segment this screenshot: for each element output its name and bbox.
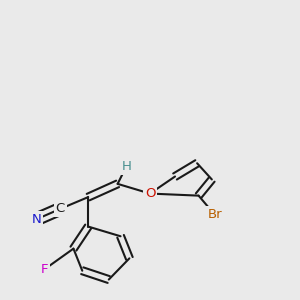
- Text: C: C: [56, 202, 65, 215]
- Text: F: F: [41, 263, 48, 276]
- Text: N: N: [32, 213, 41, 226]
- Text: Br: Br: [208, 208, 222, 221]
- Text: O: O: [145, 187, 155, 200]
- Text: H: H: [122, 160, 131, 173]
